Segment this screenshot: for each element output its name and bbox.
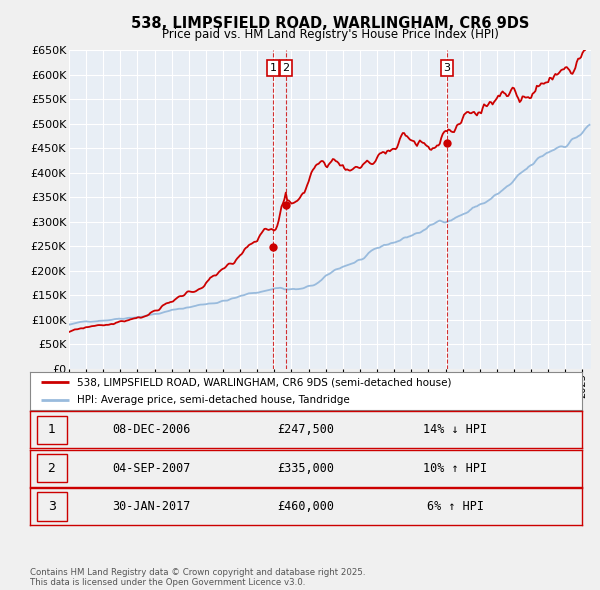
- Text: Price paid vs. HM Land Registry's House Price Index (HPI): Price paid vs. HM Land Registry's House …: [161, 28, 499, 41]
- Text: Contains HM Land Registry data © Crown copyright and database right 2025.
This d: Contains HM Land Registry data © Crown c…: [30, 568, 365, 587]
- Text: £460,000: £460,000: [277, 500, 335, 513]
- Text: 04-SEP-2007: 04-SEP-2007: [112, 461, 191, 475]
- Text: 3: 3: [47, 500, 55, 513]
- Text: 08-DEC-2006: 08-DEC-2006: [112, 423, 191, 437]
- FancyBboxPatch shape: [37, 416, 67, 444]
- Text: 10% ↑ HPI: 10% ↑ HPI: [423, 461, 487, 475]
- Text: 3: 3: [443, 63, 451, 73]
- Text: 14% ↓ HPI: 14% ↓ HPI: [423, 423, 487, 437]
- Text: HPI: Average price, semi-detached house, Tandridge: HPI: Average price, semi-detached house,…: [77, 395, 350, 405]
- Text: 30-JAN-2017: 30-JAN-2017: [112, 500, 191, 513]
- FancyBboxPatch shape: [37, 454, 67, 482]
- Text: 1: 1: [47, 423, 55, 437]
- Text: 538, LIMPSFIELD ROAD, WARLINGHAM, CR6 9DS: 538, LIMPSFIELD ROAD, WARLINGHAM, CR6 9D…: [131, 16, 529, 31]
- Text: £247,500: £247,500: [277, 423, 335, 437]
- FancyBboxPatch shape: [37, 493, 67, 520]
- Text: 2: 2: [282, 63, 289, 73]
- Text: £335,000: £335,000: [277, 461, 335, 475]
- Text: 2: 2: [47, 461, 55, 475]
- Text: 1: 1: [269, 63, 277, 73]
- Text: 538, LIMPSFIELD ROAD, WARLINGHAM, CR6 9DS (semi-detached house): 538, LIMPSFIELD ROAD, WARLINGHAM, CR6 9D…: [77, 377, 451, 387]
- Text: 6% ↑ HPI: 6% ↑ HPI: [427, 500, 484, 513]
